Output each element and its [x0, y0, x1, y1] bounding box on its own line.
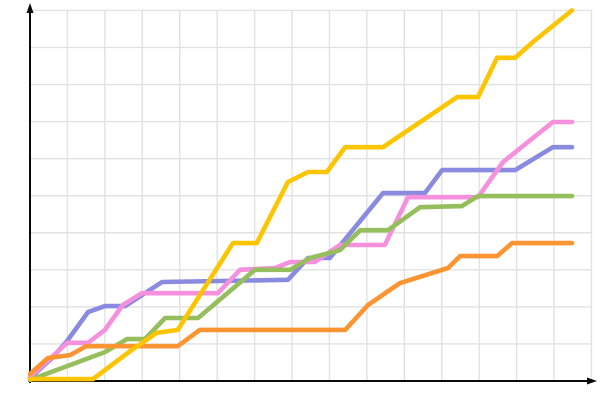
data-series [27, 8, 575, 383]
series-pink-line [27, 119, 575, 380]
x-axis-arrow-icon [587, 377, 597, 385]
series-gold-line [27, 8, 575, 382]
series-periwinkle-line [27, 144, 575, 381]
series-orange-line [27, 240, 575, 377]
series-green-line [27, 193, 575, 383]
axes [26, 3, 597, 385]
y-axis-arrow-icon [26, 3, 34, 13]
